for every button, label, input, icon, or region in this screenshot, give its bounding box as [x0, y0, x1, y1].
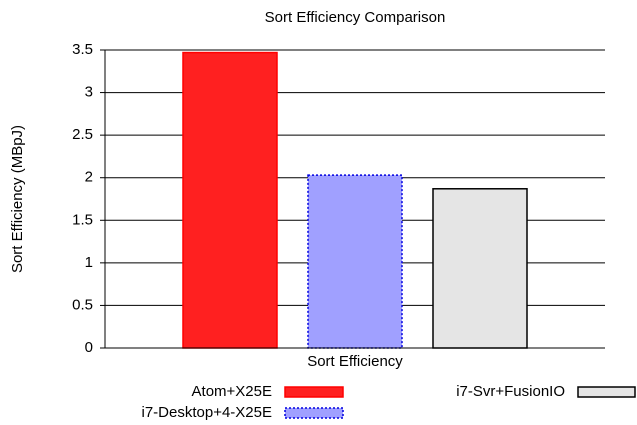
legend-swatch: [577, 386, 636, 398]
y-tick-label: 0: [85, 339, 93, 356]
bar: [307, 174, 403, 349]
y-tick-label: 0.5: [72, 296, 93, 313]
bar: [182, 51, 278, 349]
legend-label: i7-Svr+FusionIO: [456, 383, 565, 400]
legend-label: Atom+X25E: [192, 383, 272, 400]
y-tick-label: 2.5: [72, 126, 93, 143]
legend-swatch: [284, 407, 344, 419]
bar: [432, 188, 528, 349]
y-tick-label: 2: [85, 169, 93, 186]
legend-label: i7-Desktop+4-X25E: [142, 404, 273, 421]
x-axis-label: Sort Efficiency: [307, 353, 403, 370]
y-tick-label: 1: [85, 254, 93, 271]
chart-title: Sort Efficiency Comparison: [265, 9, 446, 26]
legend-swatch: [284, 386, 344, 398]
y-tick-label: 3.5: [72, 41, 93, 58]
y-axis-label: Sort Efficiency (MBpJ): [9, 125, 26, 273]
y-tick-label: 3: [85, 84, 93, 101]
y-tick-label: 1.5: [72, 211, 93, 228]
